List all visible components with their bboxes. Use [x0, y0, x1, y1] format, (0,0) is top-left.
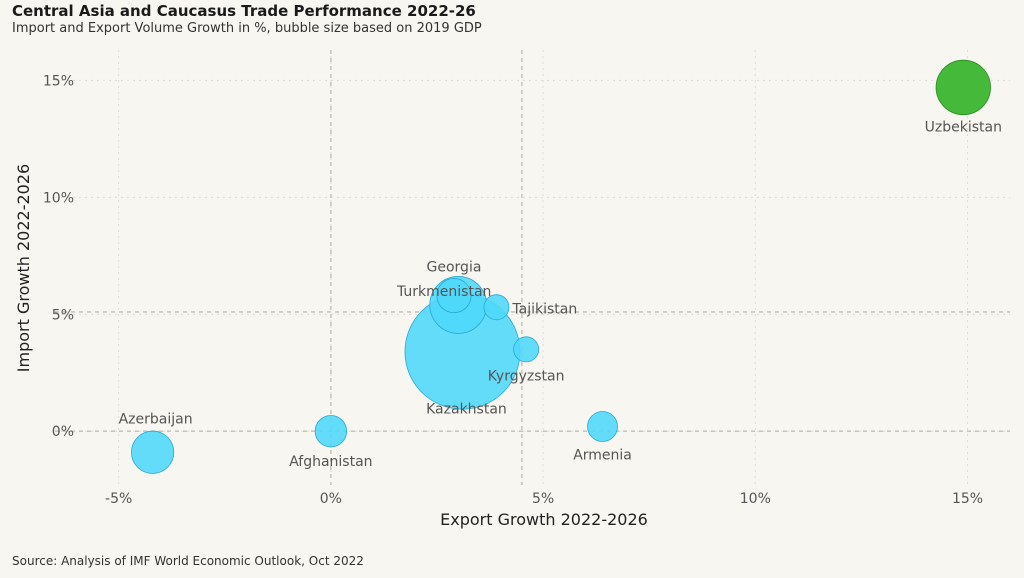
bubble-uzbekistan: [935, 59, 991, 116]
y-axis-ticks: 0% 5% 10% 15%: [43, 73, 74, 440]
x-axis-title: Export Growth 2022-2026: [440, 510, 648, 529]
bubble-labels: Uzbekistan Georgia Tajikistan Turkmenistan K…: [119, 119, 1002, 470]
y-tick-label: 10%: [43, 190, 74, 206]
source-note: Source: Analysis of IMF World Economic O…: [12, 554, 364, 568]
label-kazakhstan: Kazakhstan: [426, 402, 507, 418]
x-tick-label: 10%: [740, 491, 771, 507]
label-afghanistan: Afghanistan: [289, 454, 372, 470]
bubble-armenia: [587, 411, 618, 442]
bubble-kyrgyzstan: [513, 336, 540, 363]
x-tick-label: -5%: [105, 491, 132, 507]
y-tick-label: 0%: [52, 424, 74, 440]
label-tajikistan: Tajikistan: [511, 301, 577, 317]
chart-title: Central Asia and Caucasus Trade Performa…: [12, 2, 476, 20]
x-tick-label: 15%: [952, 491, 983, 507]
x-tick-label: 5%: [532, 491, 554, 507]
label-turkmenistan: Turkmenistan: [396, 284, 491, 300]
bubbles: [131, 59, 991, 474]
x-tick-label: 0%: [320, 491, 342, 507]
bubble-tajikistan: [483, 294, 510, 321]
label-kyrgyzstan: Kyrgyzstan: [488, 368, 565, 384]
grid-lines: [55, 50, 1010, 485]
y-tick-label: 5%: [52, 307, 74, 323]
bubble-azerbaijan: [131, 430, 175, 474]
y-axis-title: Import Growth 2022-2026: [14, 164, 33, 372]
bubble-georgia: [436, 278, 472, 314]
bubble-afghanistan: [314, 415, 348, 448]
label-georgia: Georgia: [427, 260, 482, 276]
label-uzbekistan: Uzbekistan: [925, 119, 1002, 135]
label-azerbaijan: Azerbaijan: [119, 411, 193, 427]
chart-subtitle: Import and Export Volume Growth in %, bu…: [12, 21, 482, 36]
x-axis-ticks: -5% 0% 5% 10% 15%: [105, 491, 983, 507]
y-tick-label: 15%: [43, 73, 74, 89]
label-armenia: Armenia: [573, 448, 632, 464]
reference-lines: [55, 50, 1010, 485]
